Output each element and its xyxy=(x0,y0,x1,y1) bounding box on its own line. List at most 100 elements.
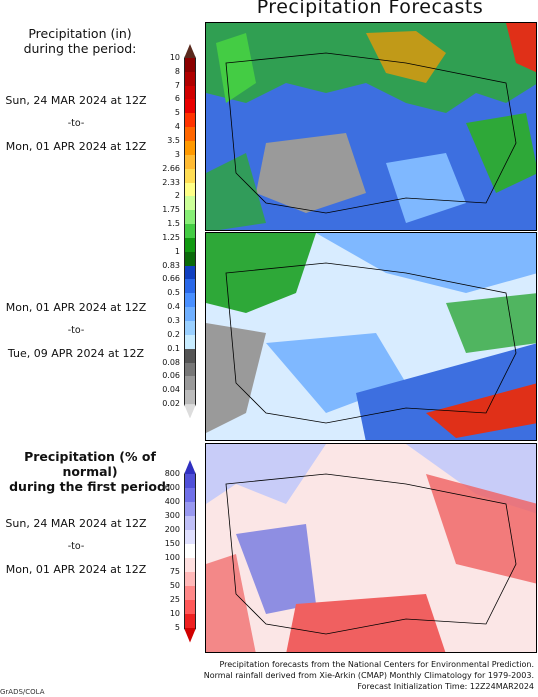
colorbar-swatch xyxy=(184,265,196,280)
map-panel-period2 xyxy=(205,232,537,441)
colorbar-swatch xyxy=(184,251,196,267)
colorbar-tick-label: 0.02 xyxy=(162,399,180,409)
colorbar-swatch xyxy=(184,474,196,489)
colorbar-swatch xyxy=(184,307,196,322)
panel1-header-line1: Precipitation (in) xyxy=(28,26,132,41)
map-panel-percent-normal xyxy=(205,443,537,653)
colorbar-swatch xyxy=(184,460,196,475)
colorbar-tick-label: 3.5 xyxy=(167,135,180,145)
colorbar-swatch xyxy=(184,600,196,615)
panel2-period-end: Tue, 09 APR 2024 at 12Z xyxy=(7,347,145,360)
colorbar-swatch xyxy=(184,293,196,308)
colorbar-tick-label: 5 xyxy=(174,623,180,632)
colorbar-swatch xyxy=(184,57,196,73)
page-title: Precipitation Forecasts xyxy=(256,0,484,18)
colorbar-swatch xyxy=(184,168,196,183)
colorbar-swatch xyxy=(184,140,196,156)
colorbar-tick-label: 10 xyxy=(169,609,180,618)
colorbar-swatch xyxy=(184,516,196,531)
colorbar-tick-label: 75 xyxy=(169,567,180,576)
colorbar-swatch xyxy=(184,348,196,364)
footer-notes: Precipitation forecasts from the Nationa… xyxy=(140,659,534,692)
credit-text: GrADS/COLA xyxy=(0,688,45,696)
colorbar-tick-label: 0.04 xyxy=(162,385,180,395)
panel3-period-end: Mon, 01 APR 2024 at 12Z xyxy=(5,563,147,576)
precip-map-1 xyxy=(206,23,536,230)
colorbar-tick-label: 600 xyxy=(164,483,180,492)
map-panel-period1 xyxy=(205,22,537,231)
colorbar-swatch xyxy=(184,154,196,170)
colorbar-swatch xyxy=(184,530,196,545)
colorbar-tick-label: 0.06 xyxy=(162,371,180,381)
colorbar-swatch xyxy=(184,390,196,405)
colorbar-tick-label: 1 xyxy=(174,246,180,256)
colorbar-tick-label: 10 xyxy=(169,52,180,62)
colorbar-swatch xyxy=(184,488,196,503)
colorbar-tick-label: 400 xyxy=(164,497,180,506)
panel3-period-start: Sun, 24 MAR 2024 at 12Z xyxy=(5,517,147,530)
colorbar-tick-label: 1.75 xyxy=(162,205,180,215)
colorbar-tick-label: 50 xyxy=(169,581,180,590)
colorbar-tick-label: 0.08 xyxy=(162,357,180,367)
colorbar-tick-label: 0.1 xyxy=(167,343,180,353)
colorbar-swatch xyxy=(184,224,196,239)
colorbar-swatch xyxy=(184,127,196,142)
colorbar-tick-label: 3 xyxy=(174,149,180,159)
panel2-period-start: Mon, 01 APR 2024 at 12Z xyxy=(5,301,147,314)
panel3-period: Sun, 24 MAR 2024 at 12Z -to- Mon, 01 APR… xyxy=(0,517,170,586)
colorbar-tick-label: 0.66 xyxy=(162,274,180,284)
panel1-header-line2: during the period: xyxy=(23,41,137,56)
panel3-header-line2: during the first period: xyxy=(9,479,171,494)
colorbar-swatch xyxy=(184,99,196,114)
colorbar-swatch xyxy=(184,279,196,294)
colorbar-swatch xyxy=(184,321,196,336)
colorbar-swatch xyxy=(184,404,196,419)
colorbar-swatch xyxy=(184,586,196,601)
footer-line-1: Precipitation forecasts from the Nationa… xyxy=(219,660,534,669)
colorbar-tick-label: 2.66 xyxy=(162,163,180,173)
colorbar-swatch xyxy=(184,44,196,59)
colorbar-swatch xyxy=(184,614,196,629)
colorbar-swatch xyxy=(184,237,196,253)
colorbar-swatch xyxy=(184,85,196,100)
colorbar-tick-label: 2 xyxy=(174,191,180,201)
panel1-period-start: Sun, 24 MAR 2024 at 12Z xyxy=(5,94,147,107)
colorbar-swatch xyxy=(184,502,196,517)
colorbar-tick-label: 8 xyxy=(174,66,180,76)
panel1-period-end: Mon, 01 APR 2024 at 12Z xyxy=(5,140,147,153)
colorbar-swatch xyxy=(184,572,196,587)
footer-line-2: Normal rainfall derived from Xie-Arkin (… xyxy=(203,671,534,680)
panel1-period-sep: -to- xyxy=(67,118,85,129)
colorbar-tick-label: 200 xyxy=(164,525,180,534)
colorbar-tick-label: 0.3 xyxy=(167,316,180,326)
colorbar-swatch xyxy=(184,71,196,87)
percent-colorbar xyxy=(184,460,196,643)
precip-colorbar xyxy=(184,44,196,419)
colorbar-tick-label: 25 xyxy=(169,595,180,604)
panel1-header: Precipitation (in) during the period: xyxy=(0,26,160,56)
panel3-header-line1: Precipitation (% of normal) xyxy=(24,449,156,479)
colorbar-swatch xyxy=(184,196,196,211)
colorbar-tick-label: 1.25 xyxy=(162,232,180,242)
percent-normal-map xyxy=(206,444,536,652)
colorbar-tick-label: 800 xyxy=(164,469,180,478)
colorbar-tick-label: 0.5 xyxy=(167,288,180,298)
colorbar-tick-label: 7 xyxy=(174,80,180,90)
colorbar-swatch xyxy=(184,544,196,559)
colorbar-swatch xyxy=(184,210,196,225)
colorbar-tick-label: 0.2 xyxy=(167,329,180,339)
footer-line-3: Forecast Initialization Time: 12Z24MAR20… xyxy=(357,682,534,691)
colorbar-tick-label: 6 xyxy=(174,94,180,104)
colorbar-swatch xyxy=(184,334,196,350)
colorbar-tick-label: 4 xyxy=(174,122,180,132)
colorbar-swatch xyxy=(184,628,196,643)
panel3-period-sep: -to- xyxy=(67,541,85,552)
colorbar-tick-label: 100 xyxy=(164,553,180,562)
panel3-header: Precipitation (% of normal) during the f… xyxy=(0,449,184,494)
panel2-period: Mon, 01 APR 2024 at 12Z -to- Tue, 09 APR… xyxy=(0,301,170,370)
colorbar-swatch xyxy=(184,558,196,573)
precip-map-2 xyxy=(206,233,536,440)
colorbar-tick-label: 1.5 xyxy=(167,219,180,229)
colorbar-tick-label: 150 xyxy=(164,539,180,548)
colorbar-tick-label: 300 xyxy=(164,511,180,520)
